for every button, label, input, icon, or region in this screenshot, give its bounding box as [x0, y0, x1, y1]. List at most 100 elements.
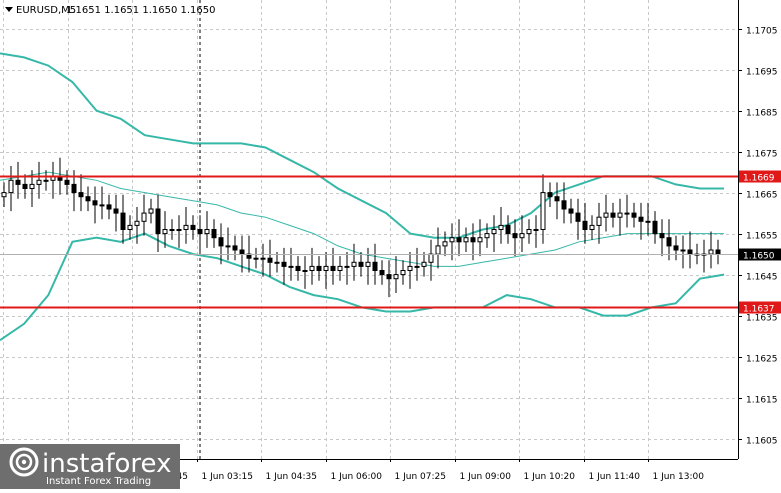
candle [155, 194, 161, 252]
candle-body [540, 192, 546, 231]
candle [652, 211, 658, 244]
candle [603, 194, 609, 232]
candle [533, 215, 539, 248]
candle-body [547, 192, 553, 198]
candle-body [421, 261, 427, 267]
candle [183, 207, 189, 244]
candle-body [624, 212, 630, 215]
candle [1, 182, 7, 207]
candle [267, 239, 273, 277]
candle-body [582, 220, 588, 231]
candle [589, 215, 595, 240]
candle-body [274, 261, 280, 264]
candle-body [295, 265, 301, 271]
candle-body [176, 229, 182, 231]
level-label-bg [739, 170, 781, 183]
candle-body [533, 229, 539, 231]
candle-body [673, 245, 679, 251]
candle-body [253, 257, 259, 260]
candle-body [407, 265, 413, 271]
candle [561, 182, 567, 224]
candle [113, 194, 119, 232]
x-tick-label: 1 Jun 10:20 [524, 472, 576, 482]
dropdown-triangle-icon[interactable] [5, 7, 13, 12]
candle [288, 247, 294, 281]
candle [666, 219, 672, 261]
current-price-label: 1.1650 [743, 252, 775, 262]
candle [253, 247, 259, 269]
candle [15, 161, 21, 199]
candle [582, 202, 588, 244]
candle-body [85, 196, 91, 202]
candle-body [92, 200, 98, 206]
candle-body [288, 265, 294, 268]
candle-body [589, 224, 595, 230]
candle-body [323, 265, 329, 271]
candle-body [344, 265, 350, 268]
candle [134, 207, 140, 244]
candle [442, 231, 448, 257]
candle [316, 256, 322, 281]
candle-body [456, 237, 462, 243]
candle-body [603, 212, 609, 218]
candle [92, 186, 98, 224]
candle [85, 186, 91, 212]
candle-body [442, 241, 448, 247]
candle [78, 174, 84, 212]
candle-body [393, 274, 399, 280]
candle-body [15, 179, 21, 185]
candle [407, 252, 413, 289]
candle-body [687, 249, 693, 255]
candle-body [71, 183, 77, 194]
candle-body [666, 237, 672, 247]
candle [505, 215, 511, 244]
candle [141, 194, 147, 236]
candle-body [155, 208, 161, 235]
candle-body [568, 208, 574, 214]
candle-body [449, 237, 455, 243]
y-tick-label: 1.1605 [746, 437, 778, 447]
candle [176, 215, 182, 248]
candle-body [638, 216, 644, 222]
candle [456, 219, 462, 257]
candle-body [596, 216, 602, 226]
candle [148, 198, 154, 224]
candle-body [400, 270, 406, 276]
candle-body [148, 208, 154, 214]
candle [498, 207, 504, 244]
logo-emblem-icon [9, 447, 39, 477]
candle [414, 247, 420, 281]
candle [540, 174, 546, 244]
candle [554, 182, 560, 220]
level-label-bg [739, 301, 781, 314]
candle-body [561, 200, 567, 210]
candle-body [78, 192, 84, 198]
candle [351, 243, 357, 281]
candle-body [211, 229, 217, 239]
candle [295, 256, 301, 281]
candle-body [645, 220, 651, 223]
candle [477, 219, 483, 257]
candle-body [183, 224, 189, 230]
logo-brand-text: instaforex [42, 449, 171, 479]
level-label: 1.1637 [743, 305, 775, 315]
candle [386, 260, 392, 298]
candle-body [379, 270, 385, 276]
y-tick-label: 1.1655 [746, 232, 778, 242]
y-tick-label: 1.1635 [746, 314, 778, 324]
candle [211, 219, 217, 248]
candle [274, 252, 280, 273]
candle-body [120, 212, 126, 231]
candle-body [512, 233, 518, 239]
candle [638, 202, 644, 240]
candle [463, 227, 469, 252]
x-tick-label: 1 Jun 13:00 [653, 472, 705, 482]
candle [358, 252, 364, 277]
candle-body [232, 245, 238, 251]
candle-body [505, 224, 511, 235]
candle-body [22, 183, 28, 189]
candle-body [498, 224, 504, 230]
candle [218, 223, 224, 265]
